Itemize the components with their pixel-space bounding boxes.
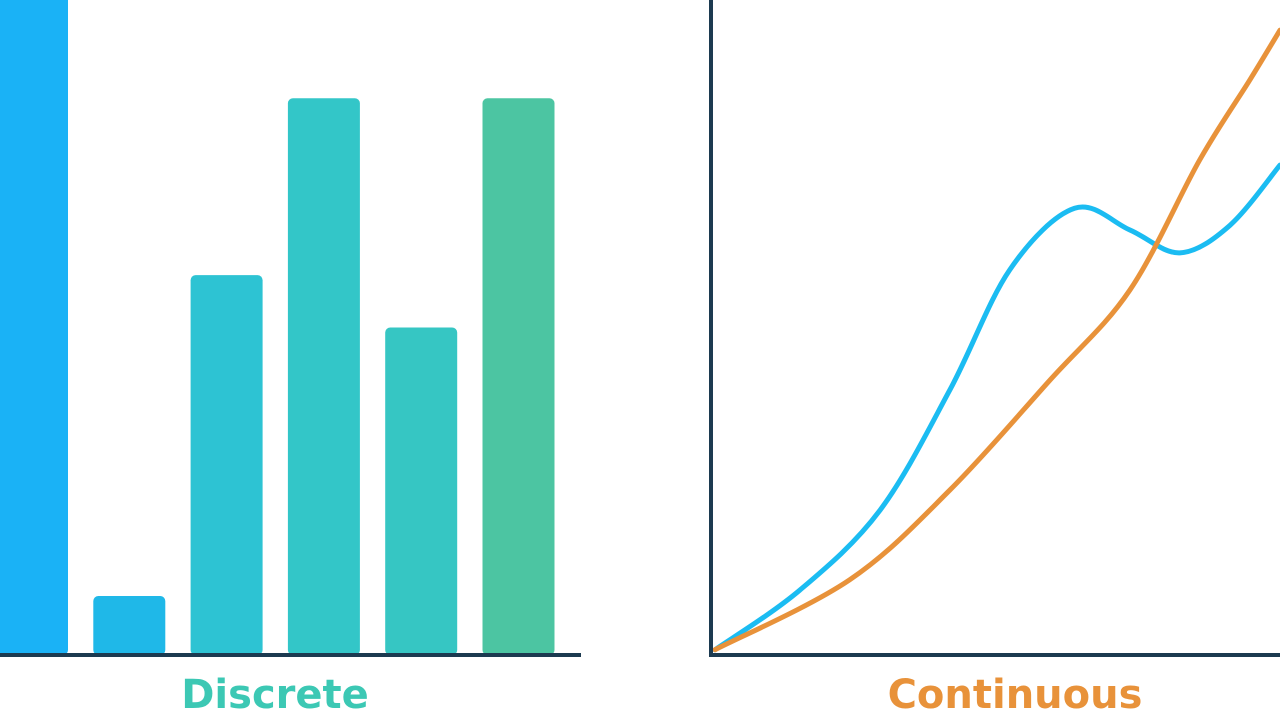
bar-1	[0, 0, 68, 655]
series-line-1	[712, 27, 1280, 653]
continuous-label: Continuous	[887, 672, 1143, 718]
bar-6	[482, 98, 555, 655]
discrete-bar-chart	[0, 0, 555, 655]
bar-5	[385, 327, 458, 655]
series-line-0	[712, 162, 1280, 653]
bar-2	[93, 596, 166, 655]
bar-4	[287, 98, 360, 655]
continuous-line-chart	[712, 27, 1280, 653]
discrete-label: Discrete	[181, 672, 369, 718]
bar-3	[190, 275, 263, 655]
